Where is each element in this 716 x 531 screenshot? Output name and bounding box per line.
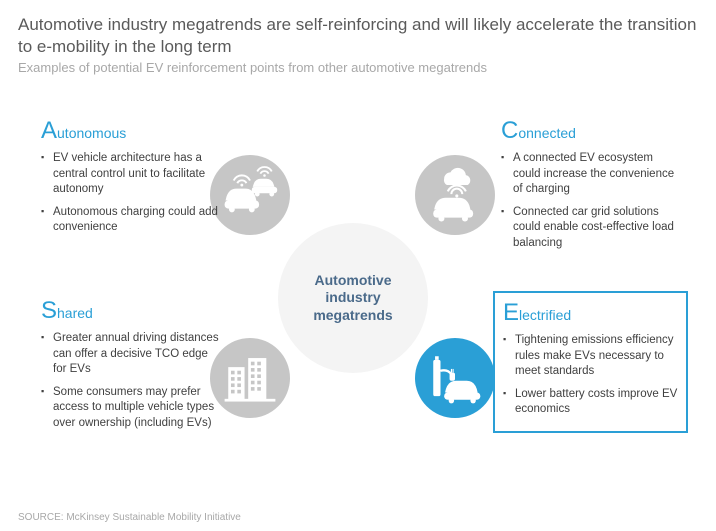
shared-buildings-icon — [221, 349, 279, 407]
electrified-car-icon — [426, 349, 484, 407]
megatrends-diagram: Automotive industry megatrends — [18, 103, 698, 483]
quad-title-electrified: Electrified — [503, 299, 678, 327]
quadrant-connected: Connected A connected EV ecosystem could… — [493, 111, 688, 264]
center-label: Automotive industry megatrends — [278, 272, 428, 325]
bullet-item: Tightening emissions efficiency rules ma… — [503, 333, 678, 380]
initial-a: A — [41, 117, 57, 144]
quad-title-autonomous: Autonomous — [41, 117, 220, 145]
page-subtitle: Examples of potential EV reinforcement p… — [18, 60, 698, 75]
bullet-item: Greater annual driving distances can off… — [41, 331, 220, 378]
center-circle: Automotive industry megatrends — [278, 223, 428, 373]
quadrant-electrified: Electrified Tightening emissions efficie… — [493, 291, 688, 433]
node-electrified — [415, 338, 495, 418]
source-attribution: SOURCE: McKinsey Sustainable Mobility In… — [18, 512, 241, 523]
page-title: Automotive industry megatrends are self-… — [18, 14, 698, 58]
bullets-connected: A connected EV ecosystem could increase … — [501, 151, 680, 251]
bullet-item: A connected EV ecosystem could increase … — [501, 151, 680, 198]
rest-c: onnected — [518, 125, 576, 141]
bullet-item: Some consumers may prefer access to mult… — [41, 385, 220, 432]
bullets-electrified: Tightening emissions efficiency rules ma… — [503, 333, 678, 418]
autonomous-cars-icon — [221, 166, 279, 224]
rest-s: hared — [57, 305, 93, 321]
bullet-item: Autonomous charging could add convenienc… — [41, 205, 220, 236]
rest-a: utonomous — [57, 125, 126, 141]
quadrant-autonomous: Autonomous EV vehicle architecture has a… — [33, 111, 228, 249]
quad-title-shared: Shared — [41, 297, 220, 325]
connected-car-icon — [426, 166, 484, 224]
initial-s: S — [41, 297, 57, 324]
initial-e: E — [503, 299, 519, 326]
bullet-item: Connected car grid solutions could enabl… — [501, 205, 680, 252]
bullets-shared: Greater annual driving distances can off… — [41, 331, 220, 431]
quad-title-connected: Connected — [501, 117, 680, 145]
initial-c: C — [501, 117, 518, 144]
bullets-autonomous: EV vehicle architecture has a central co… — [41, 151, 220, 236]
bullet-item: Lower battery costs improve EV economics — [503, 387, 678, 418]
quadrant-shared: Shared Greater annual driving distances … — [33, 291, 228, 444]
rest-e: lectrified — [519, 307, 571, 323]
node-connected — [415, 155, 495, 235]
bullet-item: EV vehicle architecture has a central co… — [41, 151, 220, 198]
